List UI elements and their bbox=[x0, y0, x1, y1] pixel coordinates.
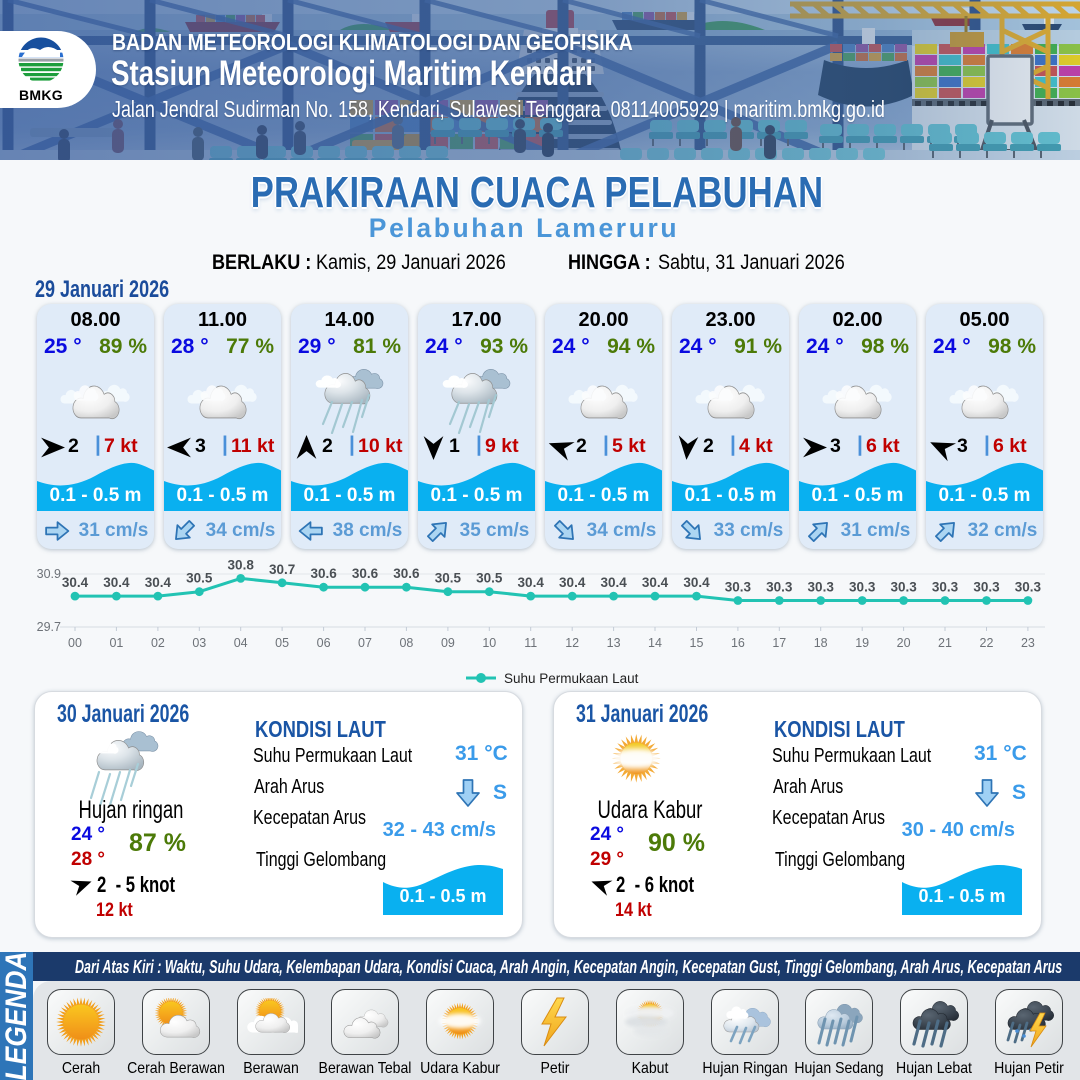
svg-text:13: 13 bbox=[607, 636, 621, 650]
svg-text:30.4: 30.4 bbox=[642, 575, 669, 590]
svg-text:30.3: 30.3 bbox=[849, 580, 876, 595]
svg-text:30.4: 30.4 bbox=[600, 575, 627, 590]
svg-text:30.3: 30.3 bbox=[1015, 580, 1042, 595]
svg-text:30.7: 30.7 bbox=[269, 562, 295, 577]
svg-text:30.6: 30.6 bbox=[352, 566, 379, 581]
svg-text:30.6: 30.6 bbox=[393, 566, 420, 581]
svg-text:30.6: 30.6 bbox=[310, 566, 337, 581]
svg-text:00: 00 bbox=[68, 636, 82, 650]
svg-text:17: 17 bbox=[772, 636, 786, 650]
svg-text:30.8: 30.8 bbox=[228, 560, 255, 572]
svg-text:01: 01 bbox=[109, 636, 123, 650]
svg-text:30.3: 30.3 bbox=[808, 580, 835, 595]
svg-text:30.4: 30.4 bbox=[518, 575, 545, 590]
svg-text:09: 09 bbox=[441, 636, 455, 650]
svg-text:12: 12 bbox=[565, 636, 579, 650]
svg-text:30.9: 30.9 bbox=[37, 567, 61, 581]
svg-text:Suhu Permukaan Laut: Suhu Permukaan Laut bbox=[504, 671, 639, 686]
svg-text:30.4: 30.4 bbox=[62, 575, 89, 590]
svg-text:14: 14 bbox=[648, 636, 662, 650]
svg-text:20: 20 bbox=[897, 636, 911, 650]
svg-text:29.7: 29.7 bbox=[37, 620, 61, 634]
svg-text:22: 22 bbox=[980, 636, 994, 650]
svg-text:30.3: 30.3 bbox=[766, 580, 793, 595]
svg-text:30.5: 30.5 bbox=[476, 571, 503, 586]
svg-text:23: 23 bbox=[1021, 636, 1035, 650]
svg-text:30.4: 30.4 bbox=[145, 575, 172, 590]
svg-text:03: 03 bbox=[192, 636, 206, 650]
svg-text:10: 10 bbox=[482, 636, 496, 650]
svg-text:21: 21 bbox=[938, 636, 952, 650]
svg-text:18: 18 bbox=[814, 636, 828, 650]
svg-text:30.5: 30.5 bbox=[435, 571, 462, 586]
svg-text:08: 08 bbox=[399, 636, 413, 650]
svg-text:30.4: 30.4 bbox=[103, 575, 130, 590]
svg-text:16: 16 bbox=[731, 636, 745, 650]
svg-text:04: 04 bbox=[234, 636, 248, 650]
svg-text:30.4: 30.4 bbox=[683, 575, 710, 590]
svg-text:02: 02 bbox=[151, 636, 165, 650]
svg-text:15: 15 bbox=[690, 636, 704, 650]
svg-text:07: 07 bbox=[358, 636, 372, 650]
svg-text:19: 19 bbox=[855, 636, 869, 650]
svg-text:30.3: 30.3 bbox=[932, 580, 959, 595]
svg-text:05: 05 bbox=[275, 636, 289, 650]
svg-text:30.4: 30.4 bbox=[559, 575, 586, 590]
svg-text:30.5: 30.5 bbox=[186, 571, 213, 586]
svg-text:11: 11 bbox=[524, 636, 537, 650]
svg-text:30.3: 30.3 bbox=[973, 580, 1000, 595]
svg-text:06: 06 bbox=[317, 636, 331, 650]
svg-text:30.3: 30.3 bbox=[725, 580, 752, 595]
svg-text:30.3: 30.3 bbox=[890, 580, 917, 595]
